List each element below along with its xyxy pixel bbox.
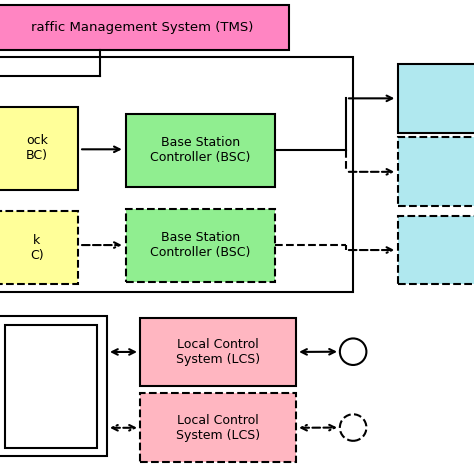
Bar <box>0 211 78 284</box>
Bar <box>140 393 296 462</box>
Bar <box>5 325 97 448</box>
Bar <box>0 316 107 456</box>
Bar <box>126 114 275 187</box>
Bar <box>0 5 289 50</box>
Bar <box>398 64 474 133</box>
Bar <box>398 216 474 284</box>
Text: ock
BC): ock BC) <box>26 134 48 162</box>
Text: Base Station
Controller (BSC): Base Station Controller (BSC) <box>150 231 250 259</box>
Text: k
C): k C) <box>30 234 44 262</box>
Bar <box>0 57 353 292</box>
Bar <box>0 107 78 190</box>
Text: raffic Management System (TMS): raffic Management System (TMS) <box>31 21 254 34</box>
Bar <box>126 209 275 282</box>
Text: Local Control
System (LCS): Local Control System (LCS) <box>176 338 260 366</box>
Bar <box>140 318 296 386</box>
Bar <box>398 137 474 206</box>
Text: Base Station
Controller (BSC): Base Station Controller (BSC) <box>150 137 250 164</box>
Text: Local Control
System (LCS): Local Control System (LCS) <box>176 414 260 442</box>
